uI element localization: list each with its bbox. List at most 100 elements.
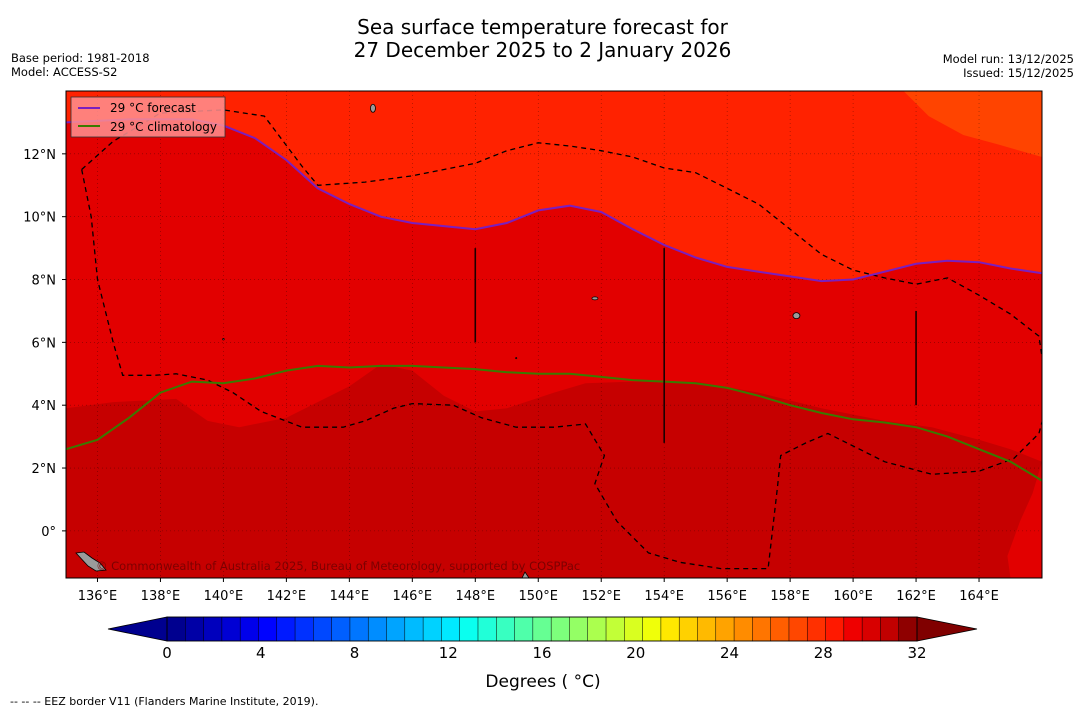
x-tick-label: 138°E: [141, 589, 181, 604]
legend-climatology-label: 29 °C climatology: [110, 120, 217, 134]
x-tick-label: 136°E: [78, 589, 118, 604]
colorbar-cell: [624, 616, 644, 642]
islands: [75, 103, 801, 578]
colorbar-cell: [660, 616, 680, 642]
island: [521, 571, 530, 578]
x-tick-label: 142°E: [267, 589, 307, 604]
x-tick-label: 148°E: [456, 589, 496, 604]
base-period: Base period: 1981-2018: [11, 51, 150, 65]
x-tick-label: 150°E: [518, 589, 558, 604]
x-tick-label: 146°E: [393, 589, 433, 604]
legend: 29 °C forecast 29 °C climatology: [70, 96, 226, 138]
y-tick-label: 8°N: [32, 274, 57, 289]
eez-border: [81, 109, 1042, 570]
colorbar-cell: [258, 616, 278, 642]
y-tick-label: 10°N: [23, 211, 56, 226]
colorbar-cell: [770, 616, 790, 642]
x-tick-label: 152°E: [581, 589, 621, 604]
colorbar-tick-label: 32: [907, 644, 926, 662]
colorbar-tick-label: 4: [256, 644, 266, 662]
colorbar-ticks: 0 4 8 12 16 20 24 28 32: [162, 644, 926, 662]
colorbar-cell: [331, 616, 351, 642]
colorbar-tick-label: 24: [720, 644, 739, 662]
colorbar-cell: [386, 616, 406, 642]
colorbar-cell: [276, 616, 296, 642]
colorbar-cell: [459, 616, 479, 642]
footnote: -- -- -- EEZ border V11 (Flanders Marine…: [10, 695, 319, 708]
copyright-notice: © Commonwealth of Australia 2025, Bureau…: [96, 559, 580, 573]
colorbar-cell: [733, 616, 754, 642]
colorbar-tick-label: 8: [350, 644, 360, 662]
colorbar-cell: [806, 616, 827, 642]
colorbar-cell: [441, 616, 461, 642]
y-tick-label: 0°: [41, 525, 56, 540]
colorbar-over-arrow: [916, 616, 978, 642]
map-frame: [65, 90, 1043, 579]
x-tick-label: 144°E: [330, 589, 370, 604]
legend-forecast-label: 29 °C forecast: [110, 101, 196, 115]
sst-band-30-31: [66, 364, 1042, 578]
island: [75, 551, 107, 572]
colorbar-cell: [605, 616, 625, 642]
colorbar-cell: [349, 616, 369, 642]
colorbar-cell: [166, 616, 186, 642]
map-title-line2: 27 December 2025 to 2 January 2026: [353, 38, 732, 62]
island: [591, 296, 599, 301]
island: [370, 103, 376, 113]
colorbar-under-arrow: [107, 616, 168, 642]
eez-boundary: [81, 109, 1042, 570]
x-tick-label: 140°E: [204, 589, 244, 604]
colorbar-tick-label: 16: [532, 644, 551, 662]
colorbar-cell: [880, 616, 900, 642]
y-tick-label: 6°N: [32, 336, 57, 351]
colorbar-cell: [697, 616, 717, 642]
forecast-29c-contour: [66, 118, 1042, 283]
island: [515, 357, 518, 360]
colorbar-tick-label: 20: [626, 644, 645, 662]
x-tick-label: 158°E: [770, 589, 810, 604]
colorbar-cell: [532, 616, 552, 642]
x-axis-ticks: 136°E 138°E 140°E 142°E 144°E 146°E 148°E 150°E…: [78, 578, 999, 604]
sst-band-27-28: [66, 91, 1042, 282]
x-tick-label: 156°E: [707, 589, 747, 604]
sst-band-29-30-southeast: [1007, 461, 1042, 578]
x-tick-label: 164°E: [959, 589, 999, 604]
colorbar-cell: [715, 616, 735, 642]
colorbar-cell: [642, 616, 662, 642]
colorbar-cell: [496, 616, 516, 642]
colorbar-cell: [825, 616, 845, 642]
y-tick-label: 2°N: [32, 462, 57, 477]
colorbar-outline: [166, 616, 918, 642]
x-tick-label: 162°E: [896, 589, 936, 604]
climatology-29c-contour: [66, 364, 1042, 482]
x-tick-label: 154°E: [644, 589, 684, 604]
y-axis-ticks: 12°N 10°N 8°N 6°N 4°N 2°N 0°: [23, 148, 66, 540]
colorbar-cell: [569, 616, 589, 642]
colorbar-cell: [514, 616, 534, 642]
y-tick-label: 4°N: [32, 399, 57, 414]
colorbar-tick-label: 12: [439, 644, 458, 662]
sst-band-26-27: [903, 91, 1042, 157]
colorbar-cell: [221, 616, 241, 642]
colorbar-cell: [404, 616, 424, 642]
map-title-line1: Sea surface temperature forecast for: [357, 15, 728, 39]
colorbar-cell: [861, 616, 882, 642]
map-gridlines: [66, 91, 1042, 578]
colorbar-cell: [203, 616, 223, 642]
colorbar-cell: [678, 616, 699, 642]
island: [792, 312, 801, 320]
colorbar-cell: [788, 616, 808, 642]
y-tick-label: 12°N: [23, 148, 56, 163]
colorbar-tick-label: 28: [814, 644, 833, 662]
colorbar: [107, 616, 978, 642]
colorbar-cell: [550, 616, 571, 642]
colorbar-cell: [185, 616, 205, 642]
model-name: Model: ACCESS-S2: [11, 65, 118, 79]
colorbar-cell: [313, 616, 333, 642]
colorbar-cell: [587, 616, 607, 642]
colorbar-cell: [843, 616, 863, 642]
colorbar-cell: [367, 616, 388, 642]
colorbar-cell: [752, 616, 772, 642]
island: [222, 338, 225, 341]
